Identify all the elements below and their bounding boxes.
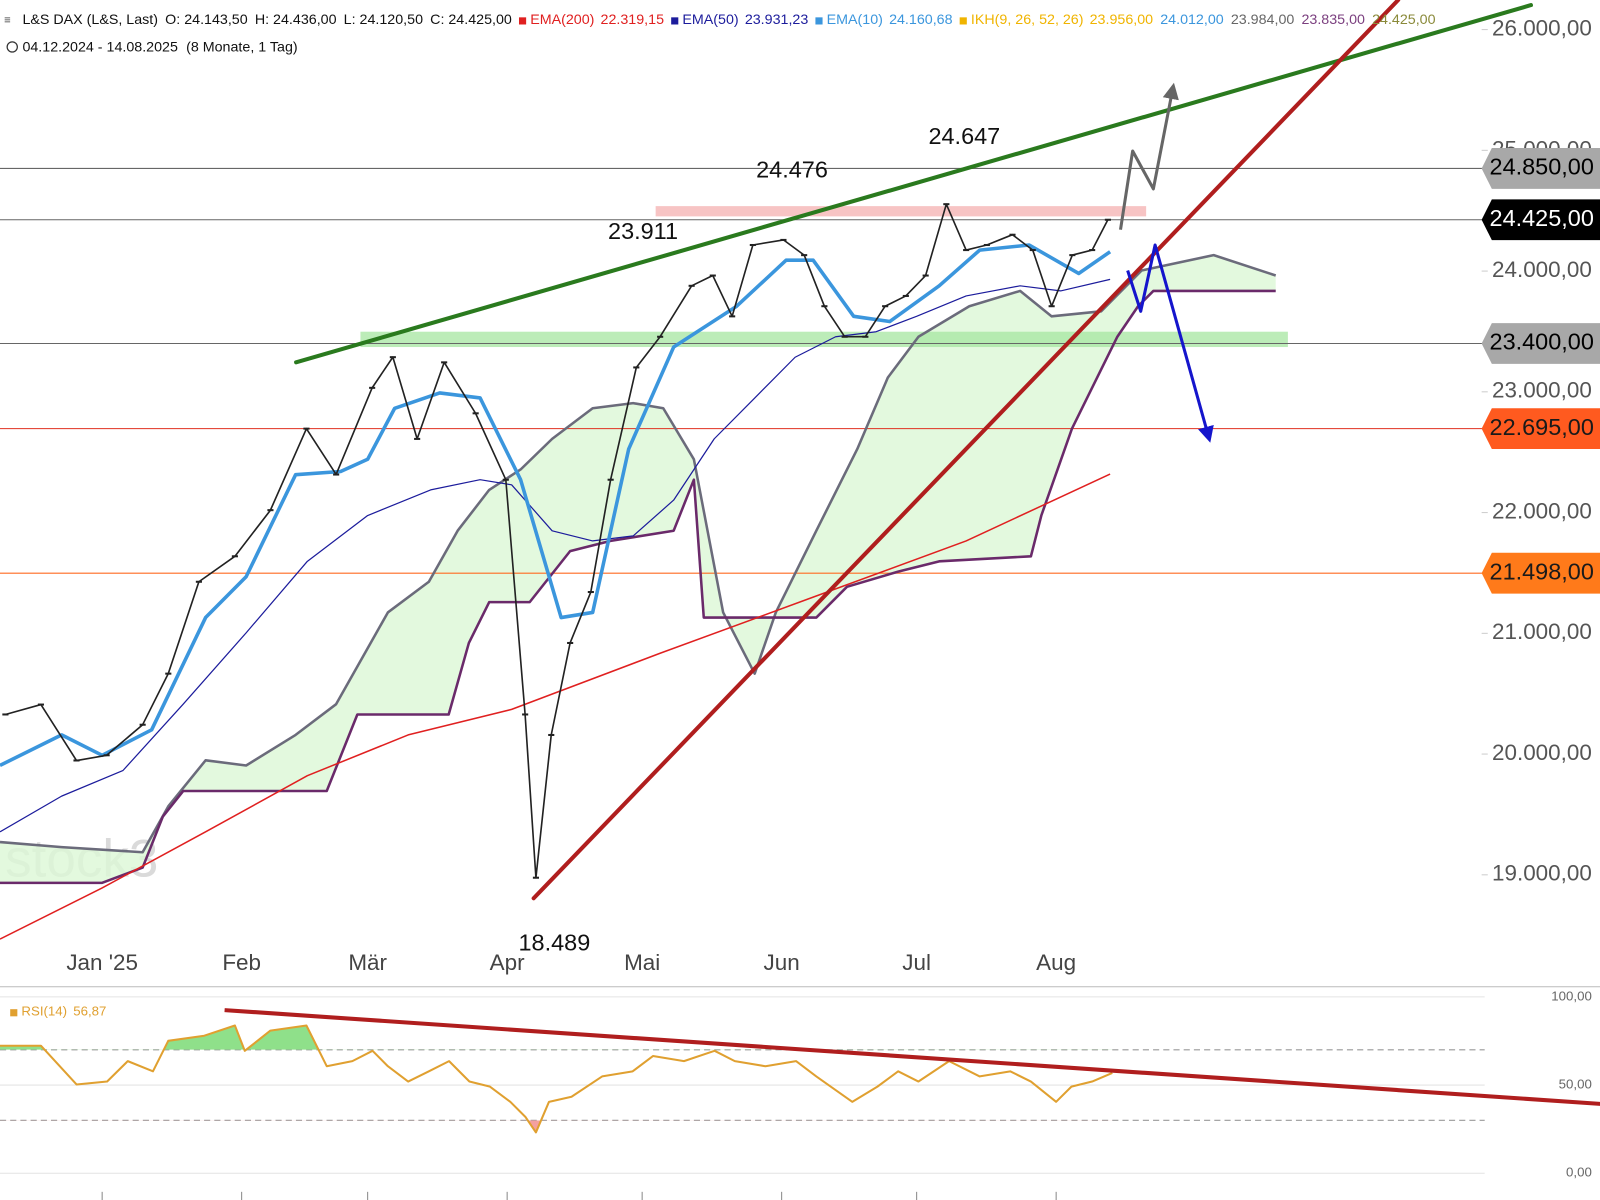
level-label: 24.850,00: [1490, 154, 1594, 180]
ema-line: [0, 278, 1111, 833]
ohlc-value: L: 24.120,50: [344, 12, 423, 28]
price-annotation: 18.489: [519, 929, 591, 955]
level-box: [1481, 552, 1600, 594]
legend-name: IKH(9, 26, 52, 26): [971, 12, 1084, 28]
level-label: 24.425,00: [1490, 205, 1594, 231]
legend-value: 22.319,15: [601, 12, 665, 28]
x-tick-label: Mai: [624, 950, 660, 975]
x-tick-label: Mär: [348, 950, 387, 975]
zone: [655, 206, 1147, 217]
legend-swatch: [10, 1009, 18, 1017]
symbol: L&S DAX (L&S, Last): [22, 12, 158, 28]
y-tick-label: 21.000,00: [1492, 619, 1592, 644]
rsi-line: [0, 1024, 1113, 1134]
legend-name: EMA(50): [682, 12, 738, 28]
trendline: [531, 0, 1401, 901]
forecast-arrow: [1126, 243, 1214, 443]
rsi-oversold-fill: [527, 1120, 542, 1133]
level-label: 21.498,00: [1490, 558, 1594, 584]
legend-name: EMA(200): [530, 12, 594, 28]
rsi-tick-label: 0,00: [1566, 1165, 1592, 1180]
x-tick-label: Feb: [222, 950, 261, 975]
chart-icon: ≡: [4, 14, 11, 26]
level-box: [1481, 199, 1600, 241]
legend-value: 24.160,68: [889, 12, 953, 28]
legend-value: 23.931,23: [745, 12, 809, 28]
period-note: (8 Monate, 1 Tag): [186, 40, 298, 56]
ichimoku-span-b: [0, 289, 1276, 885]
price-annotation: 23.911: [608, 218, 678, 244]
trendline: [294, 3, 1533, 365]
level-box: [1481, 323, 1600, 364]
close-line: [5, 203, 1109, 879]
y-tick-label: 20.000,00: [1492, 740, 1592, 765]
legend-swatch: [518, 17, 527, 25]
ema-line: [0, 473, 1111, 940]
rsi-overbought-fill: [0, 1025, 1113, 1050]
ohlc-value: H: 24.436,00: [255, 12, 337, 28]
y-tick-label: 22.000,00: [1492, 498, 1592, 523]
y-tick-label: 23.000,00: [1492, 378, 1592, 403]
y-tick-label: 19.000,00: [1492, 861, 1592, 886]
legend-swatch: [815, 17, 823, 25]
rsi-trendline: [224, 1008, 1600, 1106]
rsi-tick-label: 50,00: [1559, 1077, 1592, 1092]
level-box: [1481, 148, 1600, 189]
legend-value: 24.012,00: [1160, 12, 1224, 28]
y-tick-label: 24.000,00: [1492, 257, 1592, 282]
ichimoku-cloud: [0, 255, 1276, 883]
ohlc-value: C: 24.425,00: [430, 12, 512, 28]
level-box: [1481, 408, 1600, 450]
level-label: 23.400,00: [1490, 329, 1594, 355]
period: 04.12.2024 - 14.08.2025: [22, 40, 178, 56]
forecast-arrow: [1118, 82, 1179, 230]
legend-name: EMA(10): [827, 12, 883, 28]
price-annotation: 24.476: [756, 157, 828, 183]
x-tick-label: Apr: [490, 950, 525, 975]
x-tick-label: Aug: [1036, 950, 1076, 975]
rsi-value: 56,87: [73, 1004, 106, 1019]
legend-swatch: [671, 17, 679, 25]
ohlc-value: O: 24.143,50: [165, 12, 248, 28]
x-tick-label: Jul: [902, 950, 931, 975]
rsi-tick-label: 100,00: [1551, 988, 1592, 1003]
legend-value: 23.956,00: [1090, 12, 1154, 28]
price-annotation: 24.647: [928, 123, 1000, 149]
legend-value: 24.425,00: [1372, 12, 1436, 28]
x-tick-label: Jan '25: [66, 950, 138, 975]
x-tick-label: Jun: [764, 950, 800, 975]
zone: [360, 331, 1288, 348]
legend-value: 23.835,00: [1301, 12, 1365, 28]
level-label: 22.695,00: [1490, 414, 1594, 440]
legend-value: 23.984,00: [1231, 12, 1295, 28]
rsi-name: RSI(14): [21, 1004, 67, 1019]
ema-line: [0, 243, 1112, 768]
legend-swatch: [959, 17, 967, 25]
clock-icon: [6, 41, 18, 53]
y-tick-label: 26.000,00: [1492, 16, 1592, 41]
